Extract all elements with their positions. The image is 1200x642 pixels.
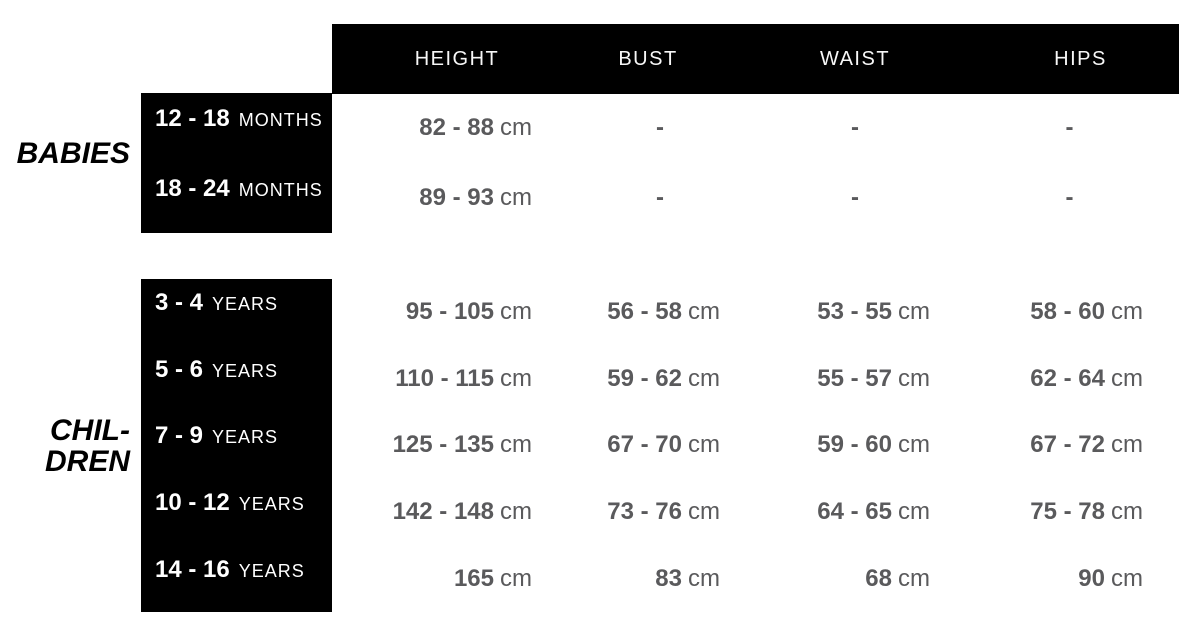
children-size-box: 3 - 4 YEARS 5 - 6 YEARS 7 - 9 YEARS 10 -… bbox=[141, 279, 332, 612]
column-header-height: HEIGHT bbox=[414, 47, 500, 70]
size-label-10-12-years: 10 - 12 YEARS bbox=[141, 479, 332, 546]
bust-cell: 56 - 58 cm bbox=[607, 298, 720, 326]
size-unit: YEARS bbox=[212, 360, 279, 381]
size-label-14-16-years: 14 - 16 YEARS bbox=[141, 545, 332, 612]
hips-cell: 62 - 64 cm bbox=[1030, 364, 1143, 392]
size-label-5-6-years: 5 - 6 YEARS bbox=[141, 346, 332, 413]
size-unit: YEARS bbox=[212, 427, 279, 448]
table-row: 110 - 115 cm 59 - 62 cm 55 - 57 cm 62 - 64 c… bbox=[332, 346, 1179, 413]
table-header: HEIGHT BUST WAIST HIPS bbox=[332, 24, 1179, 94]
size-unit: MONTHS bbox=[238, 180, 323, 200]
column-header-bust: BUST bbox=[618, 47, 678, 70]
table-row: 95 - 105 cm 56 - 58 cm 53 - 55 cm 58 - 60 cm bbox=[332, 279, 1179, 346]
size-unit: MONTHS bbox=[238, 110, 323, 130]
group-label-babies-text: BABIES bbox=[16, 136, 130, 170]
size-range: 14 - 16 bbox=[155, 555, 230, 583]
table-row: 89 - 93 cm - - - bbox=[332, 163, 1179, 233]
height-cell: 89 - 93 cm bbox=[419, 184, 532, 211]
size-unit: YEARS bbox=[212, 294, 279, 315]
babies-size-box: 12 - 18 MONTHS 18 - 24 MONTHS bbox=[141, 93, 332, 233]
table-row: 142 - 148 cm 73 - 76 cm 64 - 65 cm 75 - 78 c… bbox=[332, 479, 1179, 546]
hips-cell: - bbox=[1065, 114, 1074, 141]
table-row: 165 cm 83 cm 68 cm 90 cm bbox=[332, 545, 1179, 612]
bust-cell: - bbox=[656, 184, 664, 211]
hips-cell: 90 cm bbox=[1078, 564, 1143, 592]
size-label-3-4-years: 3 - 4 YEARS bbox=[141, 279, 332, 346]
height-cell: 165 cm bbox=[453, 564, 532, 592]
waist-cell: 55 - 57 cm bbox=[817, 364, 930, 392]
waist-cell: - bbox=[851, 114, 859, 141]
size-label-12-18-months: 12 - 18 MONTHS bbox=[141, 93, 332, 163]
group-label-children-text: CHIL- DREN bbox=[44, 413, 130, 478]
hips-cell: 75 - 78 cm bbox=[1030, 498, 1143, 526]
size-range: 12 - 18 bbox=[155, 105, 230, 132]
waist-cell: 68 cm bbox=[865, 564, 930, 592]
height-cell: 82 - 88 cm bbox=[419, 114, 532, 141]
bust-cell: 73 - 76 cm bbox=[607, 498, 720, 526]
bust-cell: - bbox=[656, 114, 664, 141]
children-values: 95 - 105 cm 56 - 58 cm 53 - 55 cm 58 - 60 cm… bbox=[332, 279, 1179, 612]
column-header-waist: WAIST bbox=[819, 47, 891, 70]
babies-values: 82 - 88 cm - - - 89 - 93 cm - - - bbox=[332, 93, 1179, 233]
size-range: 18 - 24 bbox=[155, 175, 230, 202]
waist-cell: 64 - 65 cm bbox=[817, 498, 930, 526]
height-cell: 110 - 115 cm bbox=[395, 364, 532, 392]
waist-cell: - bbox=[851, 184, 859, 211]
height-cell: 142 - 148 cm bbox=[392, 498, 532, 526]
column-header-hips: HIPS bbox=[1054, 47, 1107, 70]
bust-cell: 83 cm bbox=[655, 564, 720, 592]
size-range: 3 - 4 bbox=[155, 289, 204, 317]
waist-cell: 59 - 60 cm bbox=[817, 431, 930, 459]
group-label-children: CHIL- DREN bbox=[0, 279, 130, 612]
size-range: 10 - 12 bbox=[155, 489, 230, 517]
table-row: 82 - 88 cm - - - bbox=[332, 93, 1179, 163]
size-range: 7 - 9 bbox=[155, 422, 204, 450]
height-cell: 95 - 105 cm bbox=[405, 298, 532, 326]
bust-cell: 59 - 62 cm bbox=[607, 364, 720, 392]
waist-cell: 53 - 55 cm bbox=[817, 298, 930, 326]
size-unit: YEARS bbox=[238, 560, 305, 581]
hips-cell: 67 - 72 cm bbox=[1030, 431, 1143, 459]
size-label-18-24-months: 18 - 24 MONTHS bbox=[141, 163, 332, 233]
bust-cell: 67 - 70 cm bbox=[607, 431, 720, 459]
table-row: 125 - 135 cm 67 - 70 cm 59 - 60 cm 67 - 72 c… bbox=[332, 412, 1179, 479]
height-cell: 125 - 135 cm bbox=[392, 431, 532, 459]
size-unit: YEARS bbox=[238, 494, 305, 515]
group-label-babies: BABIES bbox=[0, 93, 130, 233]
size-range: 5 - 6 bbox=[155, 355, 204, 383]
size-label-7-9-years: 7 - 9 YEARS bbox=[141, 412, 332, 479]
hips-cell: - bbox=[1065, 184, 1074, 211]
hips-cell: 58 - 60 cm bbox=[1030, 298, 1143, 326]
